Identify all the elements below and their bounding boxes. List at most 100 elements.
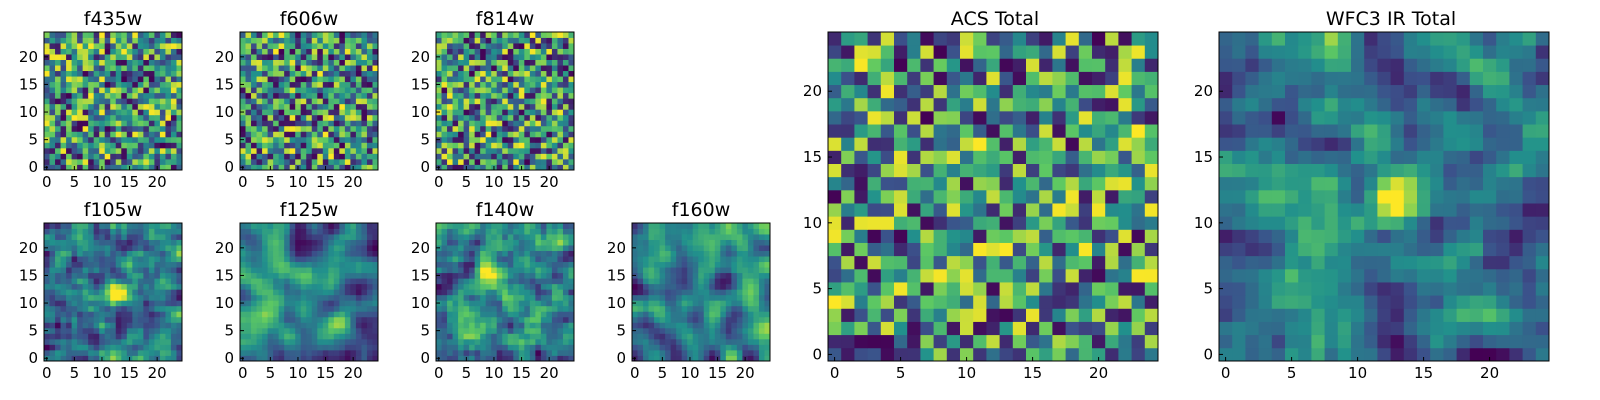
heatmap-cell	[99, 278, 106, 285]
heatmap-cell	[568, 223, 575, 229]
heatmap-cell	[262, 103, 268, 110]
heatmap-cell	[240, 131, 246, 138]
heatmap-cell	[720, 245, 727, 251]
heatmap-cell	[256, 70, 263, 77]
heatmap-cell	[132, 120, 139, 127]
heatmap-cell	[66, 70, 72, 77]
heatmap-cell	[176, 158, 183, 165]
heatmap-cell	[491, 136, 498, 143]
heatmap-cell	[480, 256, 487, 263]
heatmap-cell	[132, 70, 139, 77]
heatmap-cell	[518, 125, 525, 132]
heatmap-cell	[643, 327, 649, 334]
heatmap-cell	[753, 349, 760, 356]
heatmap-cell	[355, 70, 362, 77]
heatmap-cell	[452, 316, 459, 323]
heatmap-cell	[372, 311, 379, 318]
heatmap-cell	[262, 355, 268, 362]
heatmap-cell	[355, 92, 362, 99]
heatmap-cell	[165, 48, 172, 55]
heatmap-cell	[643, 250, 649, 257]
heatmap-cell	[245, 103, 252, 110]
heatmap-cell	[366, 223, 373, 229]
heatmap-cell	[176, 256, 183, 263]
heatmap-cell	[121, 305, 128, 312]
heatmap-cell	[88, 267, 95, 274]
heatmap-cell	[736, 311, 743, 318]
heatmap-cell	[524, 59, 531, 66]
heatmap-cell	[720, 322, 727, 329]
heatmap-cell	[736, 234, 743, 240]
x-tick-label: 0	[42, 173, 52, 191]
heatmap-cell	[557, 87, 564, 94]
heatmap-cell	[251, 142, 257, 149]
heatmap-cell	[1118, 295, 1132, 309]
heatmap-cell	[557, 131, 564, 138]
heatmap-cell	[176, 147, 183, 154]
heatmap-cell	[828, 242, 842, 257]
heatmap-cell	[262, 70, 268, 77]
heatmap-cell	[328, 305, 335, 312]
heatmap-cell	[306, 289, 313, 296]
heatmap-cell	[132, 239, 139, 246]
heatmap-cell	[568, 43, 575, 49]
heatmap-cell	[55, 228, 61, 235]
heatmap-cell	[441, 131, 448, 138]
heatmap-cell	[154, 136, 161, 143]
heatmap-cell	[278, 120, 285, 127]
heatmap-cell	[687, 261, 694, 268]
heatmap-cell	[507, 316, 514, 323]
heatmap-cell	[49, 283, 56, 290]
heatmap-cell	[458, 103, 464, 110]
heatmap-cell	[49, 344, 56, 351]
heatmap-cell	[322, 37, 329, 44]
heatmap-cell	[256, 32, 263, 38]
heatmap-cell	[295, 250, 302, 257]
heatmap-cell	[159, 114, 166, 121]
heatmap-cell	[524, 125, 531, 132]
heatmap-cell	[692, 256, 699, 263]
heatmap-cell	[557, 344, 564, 351]
heatmap-cell	[143, 103, 150, 110]
heatmap-cell	[725, 311, 732, 318]
heatmap-cell	[66, 136, 72, 143]
heatmap-cell	[366, 349, 373, 356]
heatmap-cell	[284, 59, 291, 66]
heatmap-cell	[284, 87, 291, 94]
heatmap-cell	[44, 349, 50, 356]
heatmap-cell	[143, 158, 150, 165]
heatmap-cell	[165, 65, 172, 72]
heatmap-cell	[317, 81, 324, 88]
x-tick-label: 15	[316, 173, 335, 191]
heatmap-cell	[524, 158, 531, 165]
heatmap-cell	[44, 103, 50, 110]
heatmap-cell	[267, 54, 274, 60]
heatmap-cell	[502, 136, 509, 143]
heatmap-cell	[262, 278, 268, 285]
heatmap-cell	[568, 37, 575, 44]
heatmap-cell	[44, 239, 50, 246]
heatmap-cell	[507, 98, 514, 105]
heatmap-cell	[126, 294, 133, 301]
heatmap-cell	[115, 114, 122, 121]
heatmap-cell	[333, 54, 340, 60]
heatmap-cell	[372, 120, 379, 127]
heatmap-cell	[121, 59, 128, 66]
heatmap-cell	[110, 223, 117, 229]
heatmap-cell	[491, 294, 498, 301]
heatmap-cell	[137, 65, 144, 72]
heatmap-cell	[322, 344, 329, 351]
heatmap-cell	[551, 239, 558, 246]
heatmap-cell	[441, 239, 448, 246]
heatmap-cell	[758, 261, 765, 268]
heatmap-cell	[355, 327, 362, 334]
heatmap-cell	[143, 311, 150, 318]
heatmap-cell	[447, 272, 453, 279]
heatmap-cell	[311, 142, 318, 149]
y-tick-label: 15	[19, 266, 38, 284]
heatmap-cell	[322, 327, 329, 334]
heatmap-cell	[311, 327, 318, 334]
heatmap-cell	[165, 87, 172, 94]
heatmap-cell	[300, 316, 307, 323]
heatmap-cell	[960, 242, 974, 257]
